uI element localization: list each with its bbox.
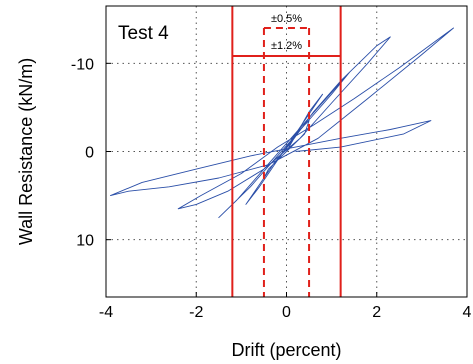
limit-lines: ±0.5% ±1.2% (231, 6, 342, 297)
x-tick-label: 0 (282, 304, 291, 321)
x-axis-title: Drift (percent) (231, 340, 341, 360)
series-layer (110, 27, 454, 219)
panel-label: Test 4 (118, 23, 169, 44)
ticks: -4 -2 0 2 4 -10 0 10 (71, 56, 472, 321)
y-tick-label: -10 (71, 56, 94, 73)
y-axis-title: Wall Resistance (kN/m) (16, 58, 36, 245)
y-tick-label: 10 (76, 233, 94, 250)
x-tick-label: 4 (463, 304, 472, 321)
limit-label-0-5: ±0.5% (271, 13, 302, 25)
x-tick-label: 2 (372, 304, 381, 321)
limit-label-1-2: ±1.2% (271, 40, 302, 52)
hysteresis-curve (110, 27, 454, 219)
y-tick-label: 0 (85, 145, 94, 162)
x-tick-label: -2 (189, 304, 203, 321)
x-tick-label: -4 (99, 304, 113, 321)
